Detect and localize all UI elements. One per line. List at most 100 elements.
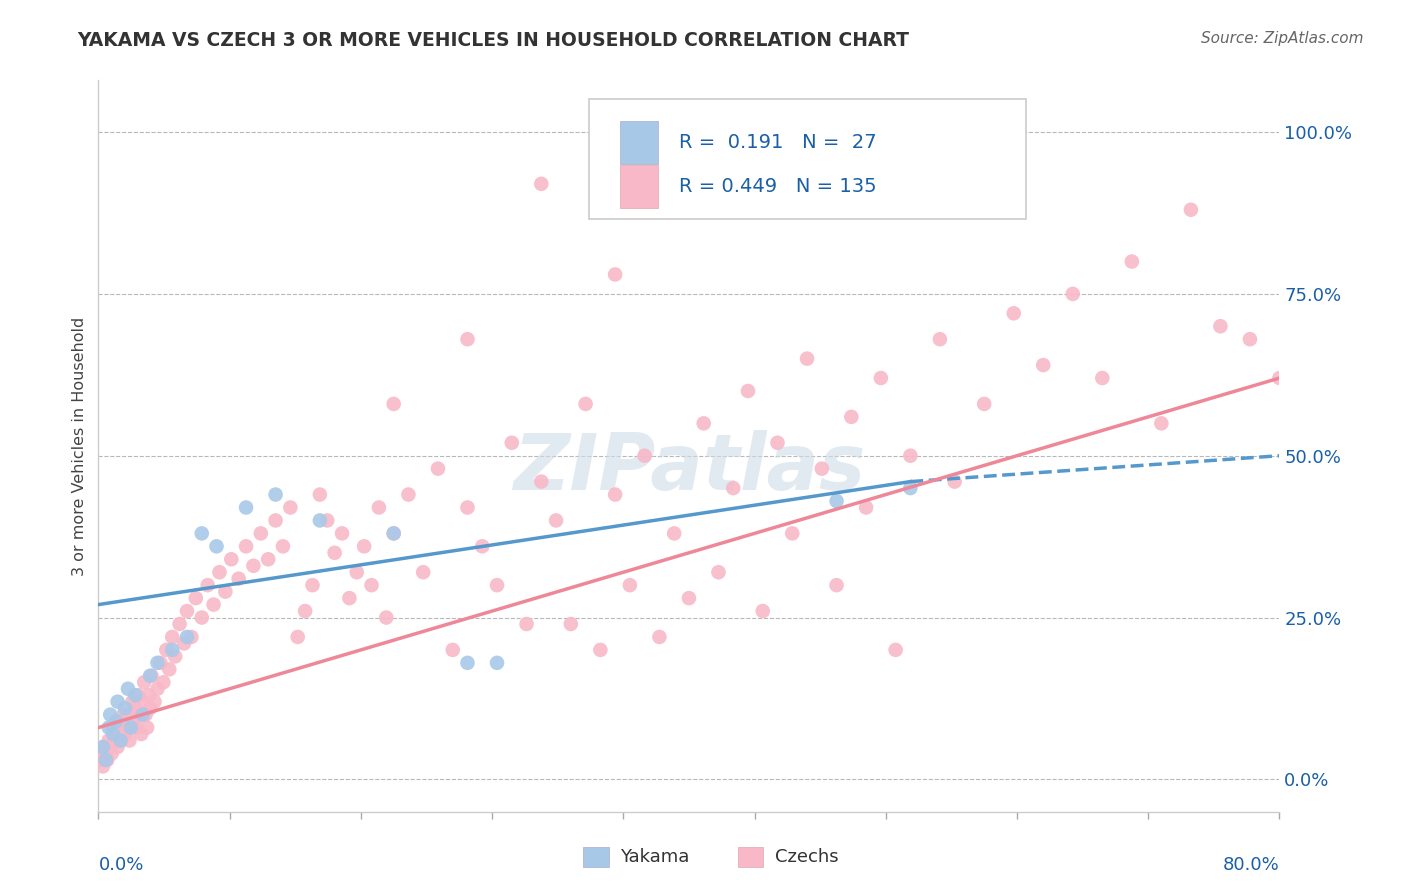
Point <box>605 268 627 282</box>
Text: 80.0%: 80.0% <box>1223 855 1279 873</box>
Point <box>723 481 745 495</box>
Point <box>1150 417 1173 431</box>
Point <box>605 487 627 501</box>
Point <box>127 688 149 702</box>
Point <box>870 371 893 385</box>
Point <box>250 526 273 541</box>
Point <box>157 662 180 676</box>
Point <box>707 566 730 580</box>
Point <box>900 481 922 495</box>
Text: ZIPatlas: ZIPatlas <box>513 430 865 506</box>
FancyBboxPatch shape <box>589 99 1025 219</box>
Point <box>1180 202 1202 217</box>
Bar <box>620 165 658 208</box>
Point <box>309 487 332 501</box>
Point <box>530 475 553 489</box>
Point <box>97 721 120 735</box>
Point <box>176 630 198 644</box>
Point <box>619 578 641 592</box>
Point <box>162 643 183 657</box>
Point <box>360 578 382 592</box>
Point <box>94 753 117 767</box>
Point <box>546 513 568 527</box>
Point <box>91 739 114 754</box>
Point <box>129 727 152 741</box>
Point <box>115 714 138 728</box>
Point <box>316 513 339 527</box>
Point <box>457 500 479 515</box>
Point <box>107 739 129 754</box>
Point <box>486 578 509 592</box>
Point <box>180 630 202 644</box>
Point <box>98 707 121 722</box>
Point <box>132 695 155 709</box>
Point <box>301 578 323 592</box>
Point <box>634 449 657 463</box>
Point <box>169 617 191 632</box>
Point <box>149 656 172 670</box>
Point <box>103 721 125 735</box>
Point <box>1268 371 1291 385</box>
Point <box>208 566 231 580</box>
Point <box>1062 286 1084 301</box>
Point <box>264 487 287 501</box>
Point <box>110 733 132 747</box>
Point <box>368 500 391 515</box>
Point <box>96 753 118 767</box>
Point <box>560 617 582 632</box>
Point <box>235 500 257 515</box>
Point <box>382 526 405 541</box>
Point <box>294 604 316 618</box>
Point <box>841 409 863 424</box>
Point <box>427 461 450 475</box>
Point <box>94 747 117 761</box>
Point <box>120 721 142 735</box>
Point <box>124 688 146 702</box>
Point <box>353 539 375 553</box>
Point <box>382 526 405 541</box>
Point <box>103 727 125 741</box>
Point <box>501 435 523 450</box>
Point <box>165 649 187 664</box>
Point <box>197 578 219 592</box>
Point <box>271 539 294 553</box>
Point <box>221 552 243 566</box>
Point <box>104 733 127 747</box>
Point <box>90 753 112 767</box>
Point <box>346 566 368 580</box>
Point <box>152 675 174 690</box>
Point <box>242 558 264 573</box>
Point <box>398 487 420 501</box>
Point <box>114 701 136 715</box>
Text: R = 0.449   N = 135: R = 0.449 N = 135 <box>679 177 877 196</box>
Point <box>202 598 225 612</box>
Point <box>132 707 155 722</box>
Point <box>111 721 134 735</box>
Point <box>441 643 464 657</box>
Point <box>855 500 877 515</box>
Point <box>486 656 509 670</box>
Point <box>929 332 952 346</box>
Point <box>323 546 346 560</box>
Point <box>124 701 146 715</box>
Point <box>136 721 159 735</box>
Point <box>678 591 700 606</box>
Point <box>117 681 139 696</box>
Text: Czechs: Czechs <box>775 848 838 866</box>
Point <box>457 656 479 670</box>
Point <box>973 397 995 411</box>
Point <box>117 721 139 735</box>
Point <box>191 610 214 624</box>
Point <box>146 681 169 696</box>
Point <box>139 669 162 683</box>
Bar <box>620 121 658 163</box>
Point <box>105 714 128 728</box>
Point <box>214 584 236 599</box>
Point <box>648 630 671 644</box>
Point <box>105 727 128 741</box>
Point <box>825 494 848 508</box>
Text: Source: ZipAtlas.com: Source: ZipAtlas.com <box>1201 31 1364 46</box>
Point <box>811 461 834 475</box>
Point <box>900 449 922 463</box>
Point <box>1121 254 1143 268</box>
